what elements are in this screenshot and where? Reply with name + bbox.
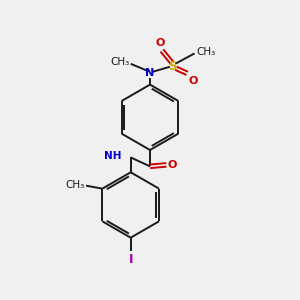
Text: O: O [168,160,177,170]
Text: I: I [128,253,133,266]
Text: CH₃: CH₃ [110,57,129,67]
Text: NH: NH [104,151,121,161]
Text: O: O [189,76,198,86]
Text: S: S [168,60,176,73]
Text: CH₃: CH₃ [65,180,85,190]
Text: O: O [156,38,165,48]
Text: N: N [146,68,154,78]
Text: CH₃: CH₃ [196,46,215,57]
